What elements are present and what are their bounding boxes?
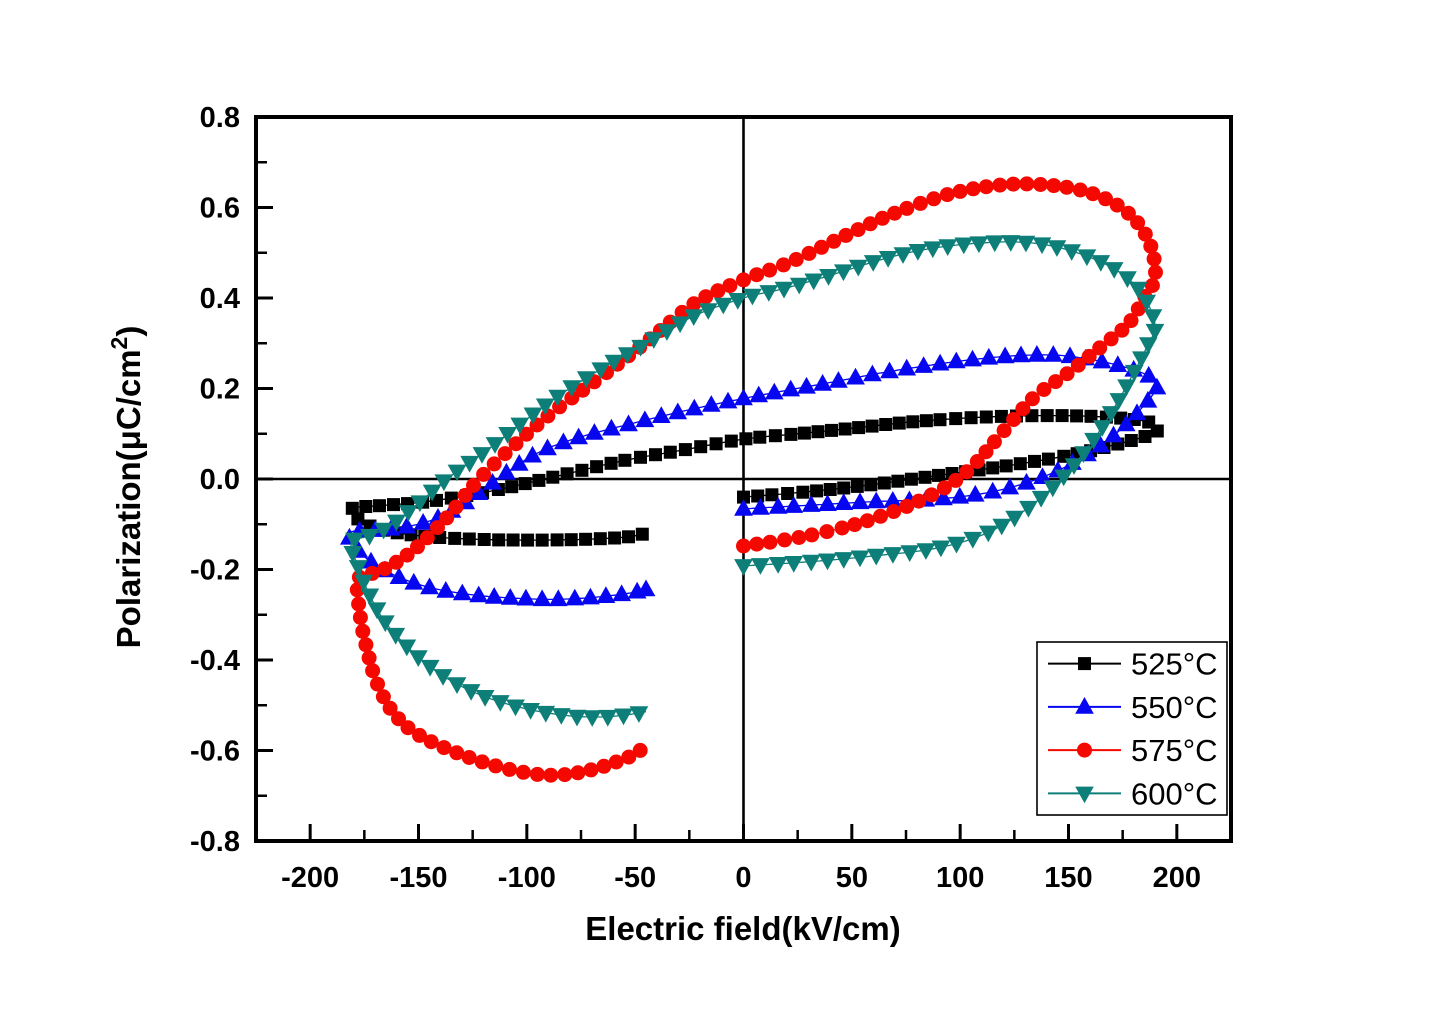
y-tick-label: 0.2 [200,374,240,406]
series-markers [343,235,1165,727]
x-tick-label: 200 [1153,862,1201,894]
y-tick-labels: -0.8 -0.6 -0.4 -0.2 0.0 0.2 0.4 0.6 0.8 [190,102,240,858]
y-tick-label: -0.8 [190,826,240,858]
y-tick-label: -0.4 [190,645,240,677]
series-525C [345,409,1164,547]
y-tick-label: 0.4 [200,283,240,315]
legend-label: 550°C [1131,690,1218,725]
series-550C [340,345,1167,607]
y-tick-label: 0.6 [200,193,240,225]
legend-label: 525°C [1131,647,1218,682]
legend-item-550C: 550°C [1048,690,1218,725]
series-markers [349,176,1163,783]
x-tick-label: -150 [389,862,447,894]
x-tick-label: -50 [614,862,656,894]
x-tick-labels: -200 -150 -100 -50 0 50 100 150 200 [281,862,1201,894]
x-axis-title: Electric field(kV/cm) [585,910,900,947]
series-markers [345,409,1164,547]
x-tick-label: -100 [498,862,556,894]
y-tick-label: 0.0 [200,464,240,496]
legend-box [1036,641,1228,816]
legend-item-525C: 525°C [1048,647,1218,682]
x-tick-label: -200 [281,862,339,894]
series-markers [340,345,1167,607]
legend-label: 600°C [1131,776,1218,811]
legend-item-600C: 600°C [1048,776,1218,811]
x-tick-label: 150 [1044,862,1092,894]
series-575C [349,176,1163,783]
legend-item-575C: 575°C [1048,733,1218,768]
y-tick-label: -0.6 [190,736,240,768]
x-tick-label: 0 [735,862,751,894]
y-axis-title: Polarization(μC/cm2) [106,326,147,649]
series-line [348,354,1159,601]
legend-label: 575°C [1131,733,1218,768]
y-tick-label: -0.2 [190,555,240,587]
x-tick-label: 100 [936,862,984,894]
y-tick-label: 0.8 [200,102,240,134]
plot-border [254,115,1233,843]
legend: 525°C 550°C 575°C 600°C [1036,641,1228,816]
series-600C [343,235,1165,727]
x-tick-label: 50 [836,862,868,894]
zero-lines [256,117,1231,841]
axis-ticks [258,115,1179,843]
